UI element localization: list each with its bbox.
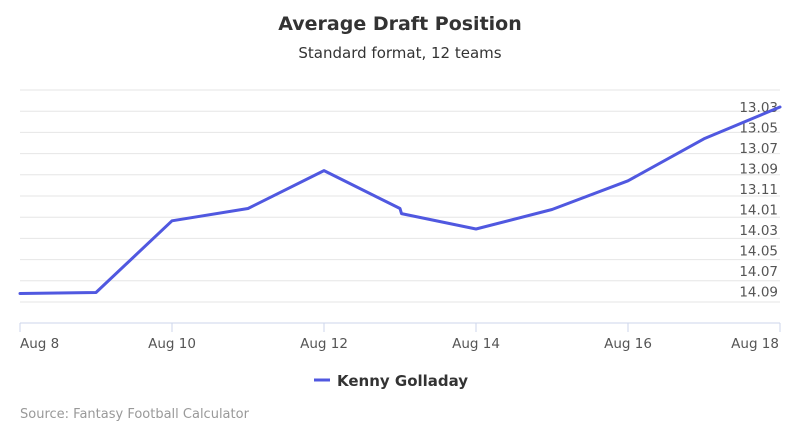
series-line-kenny-golladay[interactable] (18, 105, 782, 295)
series-group (18, 105, 782, 295)
legend[interactable]: Kenny Golladay (314, 372, 468, 390)
x-tick-label: Aug 10 (148, 336, 196, 352)
y-tick-label: 13.07 (739, 141, 778, 157)
x-tick-label: Aug 12 (300, 336, 348, 352)
y-tick-label: 13.03 (739, 100, 778, 116)
y-tick-label: 13.11 (739, 182, 778, 198)
x-tick-label: Aug 14 (452, 336, 500, 352)
credits-text[interactable]: Source: Fantasy Football Calculator (20, 407, 250, 422)
x-tick-label: Aug 8 (20, 336, 59, 352)
x-axis-labels: Aug 8 Aug 10 Aug 12 Aug 14 Aug 16 Aug 18 (19, 323, 781, 352)
legend-item-label[interactable]: Kenny Golladay (337, 372, 468, 390)
y-tick-label: 14.03 (739, 223, 778, 239)
y-tick-label: 14.05 (739, 244, 778, 260)
chart-subtitle: Standard format, 12 teams (298, 44, 501, 62)
y-tick-label: 14.09 (739, 285, 778, 301)
y-tick-label: 13.09 (739, 162, 778, 178)
y-axis-labels: 13.03 13.05 13.07 13.09 13.11 14.01 14.03 14.05… (739, 100, 778, 301)
x-tick-label: Aug 18 (731, 336, 779, 352)
chart-title: Average Draft Position (278, 13, 522, 35)
y-tick-label: 14.07 (739, 264, 778, 280)
y-gridlines (20, 89, 780, 303)
x-tick-label: Aug 16 (604, 336, 652, 352)
y-tick-label: 13.05 (739, 121, 778, 137)
y-tick-label: 14.01 (739, 203, 778, 219)
